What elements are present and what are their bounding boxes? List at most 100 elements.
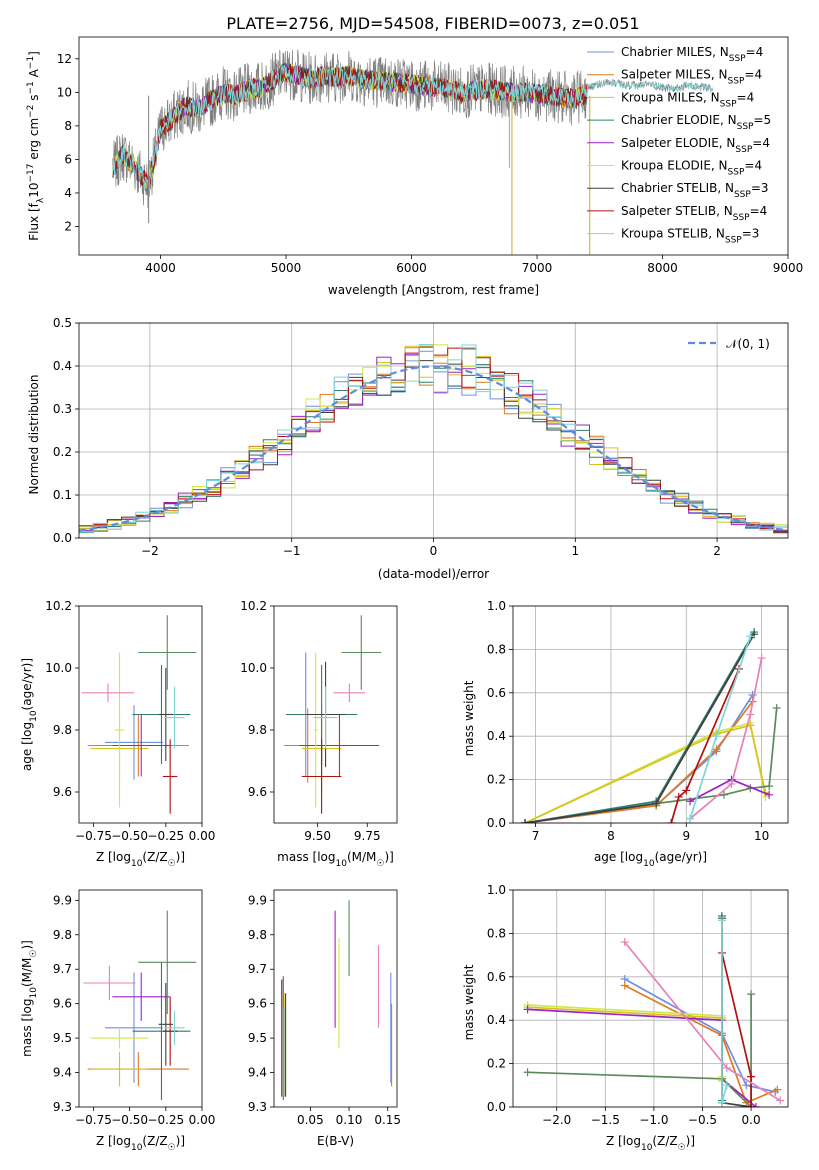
- legend-entry: Kroupa ELODIE, NSSP=4: [621, 159, 762, 178]
- legend-entry: Chabrier MILES, NSSP=4: [621, 45, 763, 64]
- spectrum-panel: 4000 5000 6000 7000 8000 9000 2 4 6 8 10 12 waveleng…: [26, 36, 803, 297]
- weight-marker: [765, 782, 774, 791]
- y-tick-label: 9.8: [53, 928, 72, 942]
- axes-frame: [512, 889, 789, 1108]
- y-tick-label: 9.6: [248, 997, 267, 1011]
- y-tick-label: 0.4: [487, 1013, 506, 1027]
- legend-entry: Chabrier ELODIE, NSSP=5: [621, 113, 771, 132]
- weight-marker: [620, 981, 629, 990]
- weight-vs-age-panel-data: [521, 628, 781, 823]
- x-tick-label: 4000: [145, 261, 176, 275]
- y-tick-label: 10: [57, 85, 72, 99]
- y-tick-label: 0.5: [53, 316, 72, 330]
- y-tick-label: 9.3: [53, 1100, 72, 1114]
- x-tick-label: −1.0: [639, 1113, 668, 1127]
- y-tick-label: 9.6: [248, 785, 267, 799]
- weight-marker: [523, 1005, 532, 1014]
- y-tick-label: 9.6: [53, 785, 72, 799]
- y-tick-label: 10.2: [240, 599, 267, 613]
- weight-line-s8: [670, 668, 740, 823]
- weight-line-pink: [689, 657, 763, 820]
- x-tick-label: −0.5: [688, 1113, 717, 1127]
- y-tick-label: 2: [64, 219, 72, 233]
- weight-marker: [717, 916, 726, 925]
- y-axis-label: mass weight: [462, 680, 476, 756]
- x-axis-label: (data-model)/error: [378, 567, 489, 581]
- y-tick-label: 0.2: [487, 773, 506, 787]
- y-axis-label: Flux [fλ10−17 erg cm−2 s−1 A−1]: [26, 51, 46, 241]
- age-vs-mass-panel-data: [283, 615, 382, 814]
- figure-title: PLATE=2756, MJD=54508, FIBERID=0073, z=0…: [226, 14, 639, 33]
- y-tick-label: 9.9: [248, 893, 267, 907]
- y-tick-label: 0.8: [487, 926, 506, 940]
- weight-marker: [742, 1081, 751, 1090]
- weight-line-s9: [721, 920, 728, 1103]
- y-tick-label: 9.8: [248, 928, 267, 942]
- x-tick-label: 7000: [522, 261, 553, 275]
- weight-marker: [747, 1103, 756, 1107]
- x-tick-label: −0.75: [75, 829, 112, 843]
- x-tick-label: −2.0: [542, 1113, 571, 1127]
- mass-vs-ebv-panel-data: [281, 900, 393, 1101]
- x-tick-label: 8000: [647, 261, 678, 275]
- x-tick-label: −0.25: [147, 829, 184, 843]
- x-tick-label: −2: [141, 544, 159, 558]
- histogram-panel: −2 −1 0 1 2 0.0 0.1 0.2 0.3 0.4 0.5 (data-model)/er…: [27, 316, 789, 581]
- y-axis-label: mass weight: [462, 964, 476, 1040]
- weight-vs-Z-panel: −2.0 −1.5 −1.0 −0.5 0.0 0.0 0.2 0.4 0.6 0.8 1.0 Z […: [462, 883, 789, 1153]
- y-tick-label: 9.8: [53, 723, 72, 737]
- y-tick-label: 1.0: [487, 599, 506, 613]
- weight-marker: [772, 703, 781, 712]
- y-axis-label: Normed distribution: [27, 375, 41, 495]
- weight-line-s6: [524, 722, 767, 823]
- legend-entry: Salpeter ELODIE, NSSP=4: [621, 136, 770, 155]
- x-tick-label: −0.25: [147, 1113, 184, 1127]
- weight-line-green: [527, 994, 752, 1107]
- histogram-data: [79, 344, 788, 534]
- y-tick-label: 9.3: [248, 1100, 267, 1114]
- age-vs-Z-panel-data: [81, 615, 197, 814]
- weight-marker: [719, 790, 728, 799]
- weight-marker: [747, 1072, 756, 1081]
- x-tick-label: 0.05: [297, 1113, 324, 1127]
- mass-vs-ebv-panel: 0.05 0.10 0.15 9.3 9.4 9.5 9.6 9.7 9.8 9.9 E(B-V): [248, 889, 401, 1148]
- weight-marker: [686, 814, 695, 823]
- x-axis-label: Z [log10(Z/Z☉)]: [606, 1134, 695, 1153]
- x-axis-label: Z [log10(Z/Z☉)]: [96, 1134, 185, 1153]
- y-tick-label: 0.0: [487, 1100, 506, 1114]
- weight-marker: [747, 990, 756, 999]
- x-axis-label: age [log10(age/yr)]: [594, 850, 707, 869]
- y-tick-label: 0.2: [53, 445, 72, 459]
- y-tick-label: 9.9: [53, 893, 72, 907]
- weight-line-s2: [624, 984, 778, 1104]
- model-spectrum-s9: [112, 64, 588, 193]
- x-tick-label: 5000: [271, 261, 302, 275]
- weight-marker: [751, 1103, 760, 1107]
- weight-line-s3: [524, 724, 767, 823]
- x-tick-label: 9.75: [354, 829, 381, 843]
- mass-vs-Z-panel-data: [83, 910, 197, 1101]
- x-tick-label: −0.50: [111, 1113, 148, 1127]
- x-tick-label: 0: [430, 544, 438, 558]
- weight-marker: [667, 819, 676, 823]
- y-tick-label: 10.2: [45, 599, 72, 613]
- x-tick-label: −1: [283, 544, 301, 558]
- age-vs-Z-panel: −0.75 −0.50 −0.25 0.00 9.6 9.8 10.0 10.2 Z [log1…: [20, 599, 215, 869]
- y-tick-label: 9.8: [248, 723, 267, 737]
- spectrum-data: [112, 49, 714, 255]
- legend-entry: Kroupa STELIB, NSSP=3: [621, 227, 759, 246]
- x-tick-label: 1: [571, 544, 579, 558]
- x-tick-label: 0.10: [336, 1113, 363, 1127]
- y-tick-label: 9.5: [248, 1031, 267, 1045]
- x-tick-label: 2: [713, 544, 721, 558]
- y-tick-label: 9.7: [53, 962, 72, 976]
- age-vs-mass-panel: 9.50 9.75 9.6 9.8 10.0 10.2 mass [log10(M/M☉)]: [240, 599, 398, 869]
- x-tick-label: 9.50: [304, 829, 331, 843]
- weight-marker: [712, 732, 721, 741]
- axes-frame: [78, 889, 203, 1108]
- axes-frame: [78, 605, 203, 824]
- weight-marker: [717, 1098, 726, 1107]
- axes-frame: [273, 889, 398, 1108]
- weight-marker: [746, 710, 755, 719]
